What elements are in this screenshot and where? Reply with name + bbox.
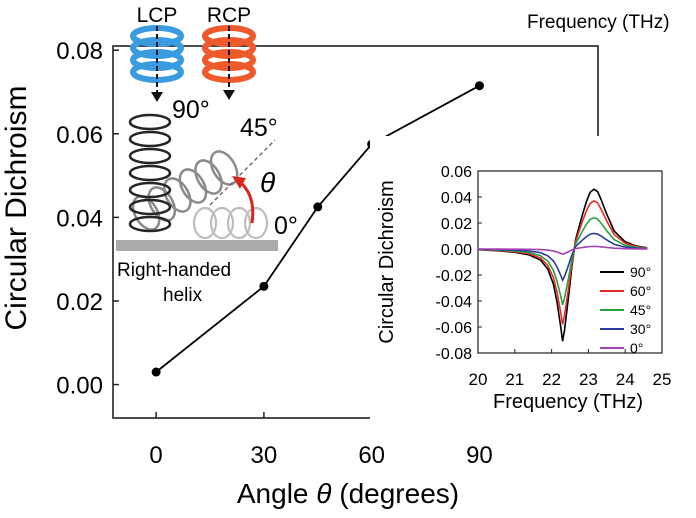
main-data-point [259,282,268,291]
main-y-tick-label: 0.00 [56,373,103,400]
inset-y-tick-label: 0.06 [441,164,472,181]
main-x-tick-label: 0 [149,442,162,469]
inset-legend-label: 30° [630,321,651,337]
angle-0-label: 0° [274,212,298,240]
main-x-tick-label: 90 [466,442,493,469]
inset-legend-label: 90° [630,264,651,280]
main-y-tick-label: 0.02 [56,289,103,316]
rcp-label: RCP [207,4,251,27]
helix-label-line1: Right-handed [117,260,231,281]
helix-90deg [130,115,170,231]
main-x-label-symbol: θ [316,478,331,509]
top-fragment-label: Frequency (THz) [527,12,670,33]
inset-x-axis-label: Frequency (THz) [493,391,643,413]
helix-label-line2: helix [163,285,203,306]
theta-label: θ [260,167,275,198]
inset-x-tick-label: 23 [579,370,598,389]
inset-y-axis-label: Circular Dichroism [376,180,398,343]
inset-y-tick-label: -0.02 [436,268,473,285]
angle-45-label: 45° [240,114,278,142]
helix-0deg [194,208,267,238]
lcp-arrowhead [151,92,163,102]
inset-legend-label: 60° [630,283,651,299]
inset-y-tick-label: -0.04 [436,294,473,311]
inset-x-tick-label: 20 [469,370,488,389]
main-data-point [152,368,161,377]
inset-x-tick-label: 21 [505,370,524,389]
main-x-axis-label: Angle θ (degrees) [237,478,459,509]
rcp-arrowhead [223,90,235,100]
main-y-axis-label: Circular Dichroism [0,85,33,330]
inset-y-tick-label: -0.06 [436,320,473,337]
main-y-axis: 0.00 0.02 0.04 0.06 0.08 [56,38,119,399]
inset-legend-label: 45° [630,302,651,318]
inset-y-tick-label: 0.02 [441,216,472,233]
main-x-tick-label: 60 [358,442,385,469]
main-x-label-prefix: Angle [237,478,309,509]
inset-y-tick-label: 0.00 [441,242,472,259]
inset-x-tick-label: 22 [542,370,561,389]
main-y-tick-label: 0.08 [56,38,103,65]
main-y-tick-label: 0.06 [56,122,103,149]
substrate [116,240,278,251]
main-x-label-suffix: (degrees) [339,478,459,509]
main-data-point [475,81,484,90]
lcp-label: LCP [137,4,178,27]
main-y-tick-label: 0.04 [56,205,103,232]
inset-x-tick-label: 24 [616,370,635,389]
inset-chart: -0.08 -0.06 -0.04 -0.02 0.00 0.02 0.04 0.06 20 2… [370,136,686,422]
main-data-point [313,202,322,211]
main-x-tick-label: 30 [251,442,278,469]
inset-y-tick-label: -0.08 [436,346,473,363]
angle-90-label: 90° [172,96,210,124]
helix-schematic: LCP RCP 90° 45° θ 0° Right-handed helix [116,4,298,306]
inset-legend-label: 0° [630,340,643,356]
inset-y-tick-label: 0.04 [441,190,472,207]
inset-x-tick-label: 25 [653,370,672,389]
